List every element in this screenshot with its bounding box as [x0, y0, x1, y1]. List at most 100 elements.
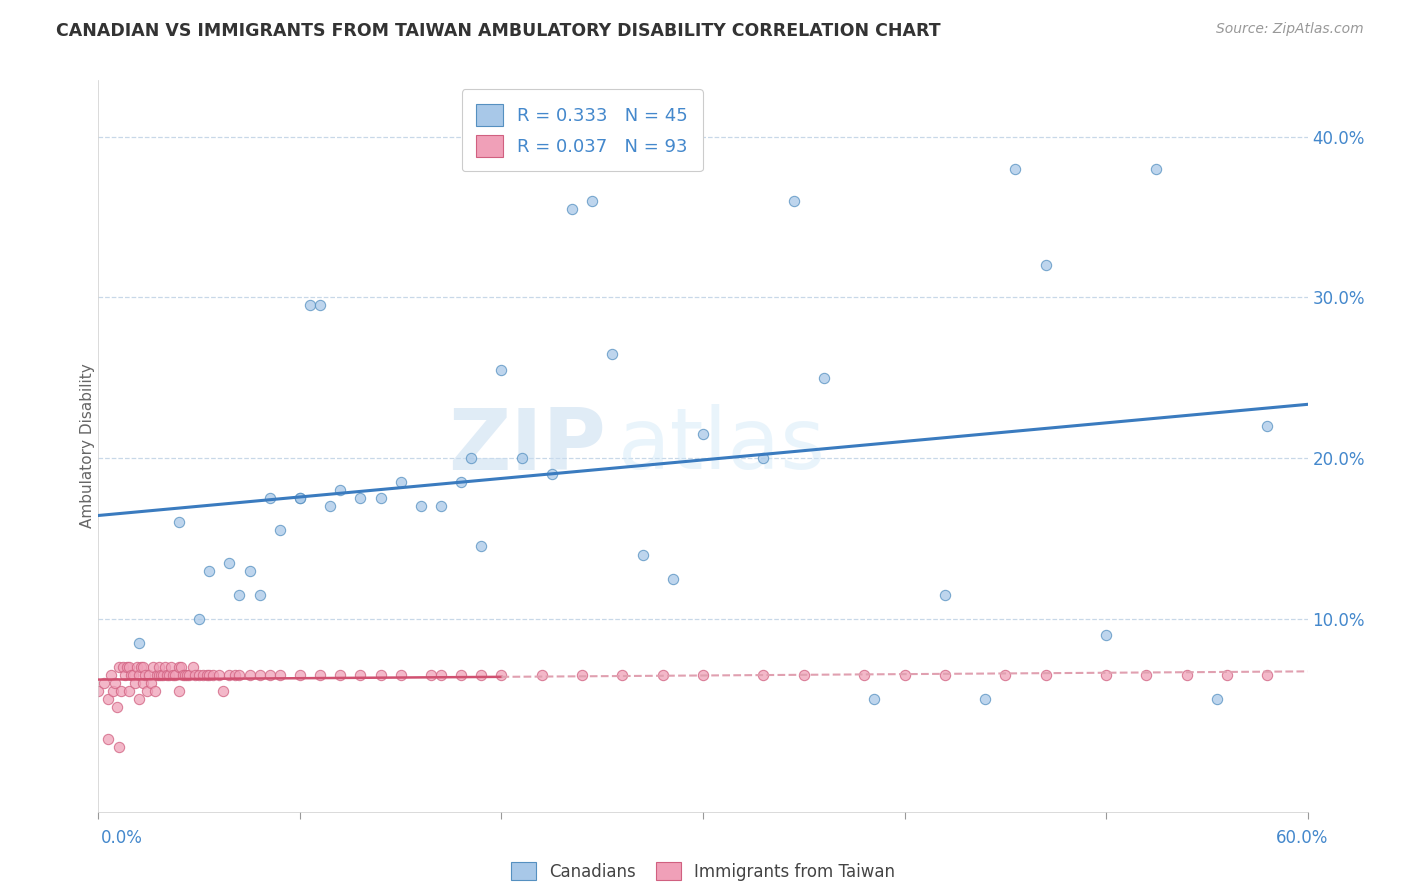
Point — [1175, 668, 1198, 682]
Point — [107, 660, 129, 674]
Point — [389, 668, 412, 682]
Point — [163, 668, 186, 682]
Point — [160, 660, 183, 674]
Point — [167, 516, 190, 530]
Point — [491, 362, 513, 376]
Text: ZIP: ZIP — [449, 404, 606, 488]
Point — [612, 668, 634, 682]
Point — [571, 668, 593, 682]
Point — [152, 668, 174, 682]
Point — [228, 588, 250, 602]
Point — [198, 564, 221, 578]
Point — [470, 540, 492, 554]
Point — [510, 451, 533, 466]
Point — [651, 668, 673, 682]
Point — [752, 451, 775, 466]
Point — [118, 684, 141, 698]
Point — [994, 668, 1017, 682]
Point — [120, 668, 142, 682]
Point — [288, 491, 311, 506]
Point — [783, 194, 806, 208]
Point — [128, 636, 150, 650]
Point — [172, 668, 194, 682]
Point — [148, 660, 170, 674]
Point — [602, 346, 624, 360]
Point — [288, 491, 311, 506]
Point — [110, 684, 132, 698]
Point — [121, 668, 143, 682]
Point — [409, 500, 432, 514]
Point — [249, 588, 271, 602]
Point — [541, 467, 564, 482]
Point — [581, 194, 603, 208]
Point — [370, 668, 392, 682]
Point — [934, 588, 956, 602]
Point — [162, 668, 184, 682]
Text: Source: ZipAtlas.com: Source: ZipAtlas.com — [1216, 22, 1364, 37]
Point — [132, 676, 155, 690]
Point — [97, 692, 120, 706]
Point — [460, 451, 482, 466]
Point — [101, 684, 124, 698]
Point — [309, 298, 332, 312]
Point — [249, 668, 271, 682]
Point — [974, 692, 997, 706]
Point — [269, 524, 291, 538]
Point — [128, 668, 150, 682]
Point — [863, 692, 886, 706]
Point — [288, 668, 311, 682]
Point — [329, 668, 352, 682]
Point — [174, 668, 197, 682]
Point — [156, 668, 179, 682]
Point — [138, 668, 160, 682]
Point — [193, 668, 215, 682]
Point — [93, 676, 115, 690]
Point — [129, 660, 152, 674]
Point — [239, 668, 262, 682]
Point — [752, 668, 775, 682]
Point — [149, 668, 172, 682]
Point — [118, 660, 141, 674]
Y-axis label: Ambulatory Disability: Ambulatory Disability — [80, 364, 94, 528]
Point — [114, 668, 136, 682]
Point — [430, 500, 453, 514]
Text: atlas: atlas — [619, 404, 827, 488]
Point — [100, 668, 122, 682]
Point — [105, 700, 128, 714]
Point — [134, 668, 156, 682]
Point — [153, 660, 176, 674]
Point — [259, 491, 281, 506]
Point — [450, 475, 472, 490]
Text: 60.0%: 60.0% — [1277, 829, 1329, 847]
Point — [934, 668, 956, 682]
Point — [208, 668, 231, 682]
Point — [349, 668, 371, 682]
Point — [1035, 668, 1057, 682]
Point — [97, 732, 120, 747]
Point — [170, 660, 193, 674]
Point — [793, 668, 815, 682]
Point — [167, 684, 190, 698]
Point — [115, 660, 138, 674]
Point — [212, 684, 235, 698]
Point — [692, 668, 714, 682]
Point — [1004, 161, 1026, 176]
Legend: Canadians, Immigrants from Taiwan: Canadians, Immigrants from Taiwan — [505, 855, 901, 888]
Point — [1256, 418, 1278, 433]
Text: CANADIAN VS IMMIGRANTS FROM TAIWAN AMBULATORY DISABILITY CORRELATION CHART: CANADIAN VS IMMIGRANTS FROM TAIWAN AMBUL… — [56, 22, 941, 40]
Point — [1216, 668, 1239, 682]
Point — [349, 491, 371, 506]
Point — [181, 660, 204, 674]
Point — [111, 660, 134, 674]
Point — [893, 668, 915, 682]
Point — [853, 668, 876, 682]
Point — [239, 564, 262, 578]
Point — [143, 684, 166, 698]
Point — [662, 572, 685, 586]
Point — [561, 202, 583, 216]
Point — [299, 298, 322, 312]
Point — [188, 612, 211, 626]
Point — [1206, 692, 1229, 706]
Point — [128, 692, 150, 706]
Text: 0.0%: 0.0% — [101, 829, 143, 847]
